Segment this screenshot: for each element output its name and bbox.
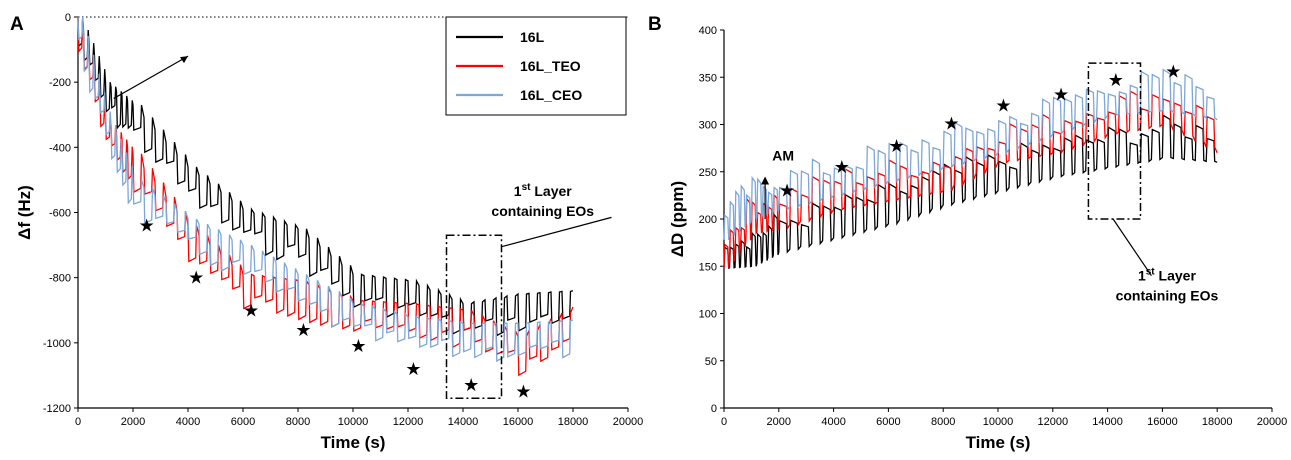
panel-letter-b: B <box>648 14 662 35</box>
y-tick-label: -800 <box>49 273 71 285</box>
legend-label: 16L_CEO <box>520 87 582 103</box>
x-tick-label: 0 <box>721 416 727 428</box>
y-tick-label: 0 <box>711 403 717 415</box>
annotation-layer-sup: st <box>1146 266 1156 277</box>
star-marker: ★ <box>243 300 259 321</box>
annotation-layer-line1: 1st Layer <box>1138 266 1197 283</box>
star-marker: ★ <box>188 268 204 289</box>
series-line-16l <box>77 16 574 337</box>
x-tick-label: 6000 <box>231 416 255 428</box>
x-axis-title: Time (s) <box>966 433 1031 452</box>
x-tick-label: 6000 <box>876 416 900 428</box>
annotation-layer-line2: containing EOs <box>491 203 594 219</box>
annotation-am: AM <box>772 147 794 163</box>
annotation-layer-line1: 1st Layer <box>514 182 573 199</box>
highlight-box <box>1087 62 1142 220</box>
layer-arrow <box>1112 218 1152 277</box>
highlight-box <box>445 234 503 399</box>
x-tick-label: 18000 <box>1202 416 1233 428</box>
star-marker: ★ <box>889 136 905 157</box>
x-tick-label: 14000 <box>448 416 479 428</box>
x-tick-label: 8000 <box>286 416 310 428</box>
y-tick-label: -600 <box>49 208 71 220</box>
layer-arrow <box>501 216 612 248</box>
y-tick-label: 300 <box>699 120 717 132</box>
y-tick-label: -1200 <box>43 403 71 415</box>
x-tick-label: 12000 <box>1038 416 1069 428</box>
star-marker: ★ <box>515 382 531 403</box>
x-tick-label: 0 <box>75 416 81 428</box>
y-tick-label: 400 <box>699 25 717 37</box>
star-marker: ★ <box>405 359 421 380</box>
x-axis-title: Time (s) <box>321 433 386 452</box>
x-tick-label: 10000 <box>338 416 369 428</box>
star-marker: ★ <box>995 96 1011 117</box>
y-tick-label: 50 <box>705 356 717 368</box>
y-tick-label: 150 <box>699 261 717 273</box>
series-line-16l-teo <box>723 90 1218 269</box>
series-line-16l <box>723 114 1218 270</box>
annotation-layer-num: 1 <box>1138 267 1146 283</box>
x-tick-label: 4000 <box>821 416 845 428</box>
annotation-layer-word: Layer <box>1155 267 1197 283</box>
y-tick-label: 200 <box>699 214 717 226</box>
x-tick-label: 20000 <box>613 416 644 428</box>
star-marker: ★ <box>1165 62 1181 83</box>
am-arrow <box>113 55 189 99</box>
annotation-layer-num: 1 <box>514 183 522 199</box>
am-arrowhead <box>180 56 188 64</box>
y-tick-label: 0 <box>65 12 71 24</box>
panel-a-plot: 0 2000 4000 6000 8000 10000 12000 14000 16000 180… <box>15 12 644 452</box>
panel-letter-a: A <box>10 14 24 35</box>
star-marker: ★ <box>1053 84 1069 105</box>
x-tick-label: 2000 <box>121 416 145 428</box>
star-marker: ★ <box>295 320 311 341</box>
x-tick-label: 14000 <box>1092 416 1123 428</box>
legend-label: 16L <box>520 29 545 45</box>
y-tick-label: -400 <box>49 142 71 154</box>
star-marker: ★ <box>1108 70 1124 91</box>
y-tick-label: 250 <box>699 167 717 179</box>
annotation-layer-word: Layer <box>530 183 572 199</box>
y-tick-label: -1000 <box>43 338 71 350</box>
x-tick-label: 8000 <box>931 416 955 428</box>
legend-label: 16L_TEO <box>520 58 581 74</box>
x-tick-label: 20000 <box>1257 416 1288 428</box>
star-marker: ★ <box>834 157 850 178</box>
annotation-layer-line2: containing EOs <box>1116 287 1219 303</box>
x-tick-label: 16000 <box>503 416 534 428</box>
series-line-16l-ceo <box>77 16 574 363</box>
star-marker: ★ <box>943 114 959 135</box>
star-marker: ★ <box>139 216 155 237</box>
y-axis-title: Δf (Hz) <box>15 185 34 240</box>
y-tick-label: -200 <box>49 77 71 89</box>
panel-a-legend: 16L 16L_TEO 16L_CEO <box>445 16 627 116</box>
star-marker: ★ <box>779 181 795 202</box>
y-tick-label: 100 <box>699 309 717 321</box>
x-tick-label: 16000 <box>1147 416 1178 428</box>
y-axis-title: ΔD (ppm) <box>668 181 687 257</box>
x-tick-label: 10000 <box>983 416 1014 428</box>
am-arrowhead <box>761 176 770 185</box>
x-tick-label: 2000 <box>767 416 791 428</box>
x-tick-label: 18000 <box>558 416 589 428</box>
y-tick-label: 350 <box>699 72 717 84</box>
x-tick-label: 4000 <box>176 416 200 428</box>
x-tick-label: 12000 <box>393 416 424 428</box>
series-line-16l-ceo <box>723 68 1218 240</box>
annotation-layer-sup: st <box>522 182 532 193</box>
star-marker: ★ <box>350 336 366 357</box>
panel-b-plot: 0 2000 4000 6000 8000 10000 12000 14000 16000 180… <box>668 25 1287 452</box>
star-marker: ★ <box>463 375 479 396</box>
